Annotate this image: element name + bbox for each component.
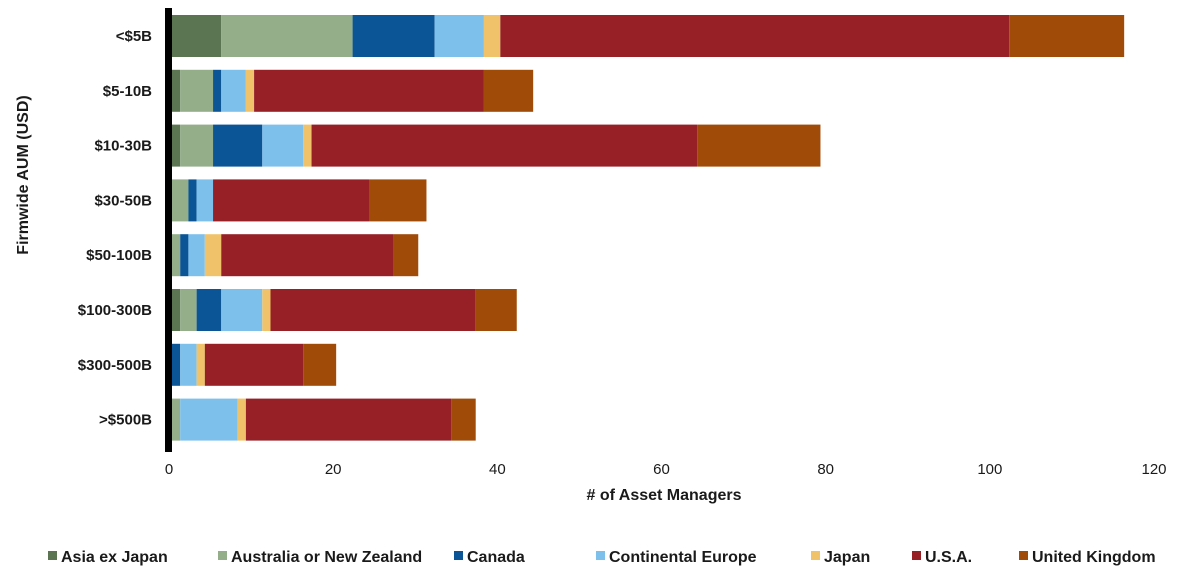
bar-segment: [188, 179, 197, 222]
bar-segment: [172, 343, 181, 386]
bar-segment: [475, 289, 517, 331]
legend-label: Japan: [824, 549, 870, 566]
bars-group: [172, 15, 1125, 441]
bar-segment: [172, 179, 189, 222]
x-tick-label: 100: [977, 461, 1002, 478]
category-label: $5-10B: [103, 83, 152, 100]
bar-segment: [213, 69, 222, 112]
bar-segment: [172, 289, 181, 331]
bar-segment: [204, 343, 304, 386]
bar-segment: [369, 179, 427, 222]
legend-swatch: [596, 551, 605, 560]
bar-segment: [172, 69, 181, 112]
legend-swatch: [811, 551, 820, 560]
y-axis-line: [165, 8, 172, 452]
x-tick-label: 20: [325, 461, 342, 478]
category-label: <$5B: [116, 28, 152, 45]
bar-segment: [188, 234, 205, 277]
bar-segment: [180, 234, 189, 277]
bar-segment: [352, 15, 435, 57]
x-tick-label: 80: [817, 461, 834, 478]
legend-label: Australia or New Zealand: [231, 549, 422, 566]
bar-segment: [172, 15, 222, 57]
category-label: $30-50B: [94, 192, 152, 209]
bar-segment: [213, 179, 369, 222]
bar-segment: [245, 398, 452, 441]
category-label: $50-100B: [86, 247, 152, 264]
category-labels: <$5B $5-10B $10-30B $30-50B $50-100B $100-300…: [78, 28, 152, 429]
bar-segment: [221, 289, 263, 331]
legend-label: U.S.A.: [925, 549, 972, 566]
bar-segment: [1009, 15, 1125, 57]
bar-segment: [221, 69, 246, 112]
bar-segment: [483, 69, 534, 112]
legend-swatch: [48, 551, 57, 560]
x-tick-label: 120: [1141, 461, 1166, 478]
x-tick-labels: 0 20 40 60 80 100 120: [165, 461, 1167, 478]
bar-segment: [303, 343, 337, 386]
legend-label: United Kingdom: [1032, 549, 1156, 566]
bar-segment: [180, 69, 214, 112]
bar-segment: [237, 398, 246, 441]
bar-segment: [434, 15, 484, 57]
bar-segment: [180, 343, 197, 386]
bar-segment: [221, 15, 353, 57]
y-axis-title: Firmwide AUM (USD): [15, 95, 32, 254]
category-label: >$500B: [99, 412, 152, 429]
bar-segment: [451, 398, 476, 441]
bar-segment: [221, 234, 394, 277]
bar-segment: [172, 234, 181, 277]
bar-segment: [180, 289, 197, 331]
legend-label: Canada: [467, 549, 525, 566]
bar-segment: [196, 343, 205, 386]
bar-segment: [262, 289, 271, 331]
bar-segment: [270, 289, 476, 331]
bar-segment: [393, 234, 419, 277]
bar-segment: [172, 398, 181, 441]
bar-segment: [262, 124, 304, 167]
bar-segment: [196, 179, 214, 222]
bar-segment: [303, 124, 312, 167]
legend-swatch: [454, 551, 463, 560]
category-label: $100-300B: [78, 302, 152, 319]
x-axis-title: # of Asset Managers: [586, 487, 741, 504]
category-label: $10-30B: [94, 138, 152, 155]
bar-segment: [180, 398, 238, 441]
bar-segment: [213, 124, 263, 167]
bar-segment: [311, 124, 698, 167]
x-tick-label: 40: [489, 461, 506, 478]
x-tick-label: 60: [653, 461, 670, 478]
bar-segment: [172, 124, 181, 167]
bar-segment: [500, 15, 1010, 57]
legend-label: Asia ex Japan: [61, 549, 168, 566]
legend-swatch: [218, 551, 227, 560]
legend-swatch: [1019, 551, 1028, 560]
legend-swatch: [912, 551, 921, 560]
category-label: $300-500B: [78, 357, 152, 374]
bar-segment: [254, 69, 484, 112]
bar-segment: [245, 69, 255, 112]
bar-segment: [483, 15, 501, 57]
bar-segment: [180, 124, 214, 167]
x-tick-label: 0: [165, 461, 173, 478]
legend-label: Continental Europe: [609, 549, 757, 566]
bar-segment: [204, 234, 222, 277]
legend: Asia ex Japan Australia or New Zealand Can…: [48, 549, 1156, 566]
bar-segment: [697, 124, 821, 167]
bar-segment: [196, 289, 222, 331]
